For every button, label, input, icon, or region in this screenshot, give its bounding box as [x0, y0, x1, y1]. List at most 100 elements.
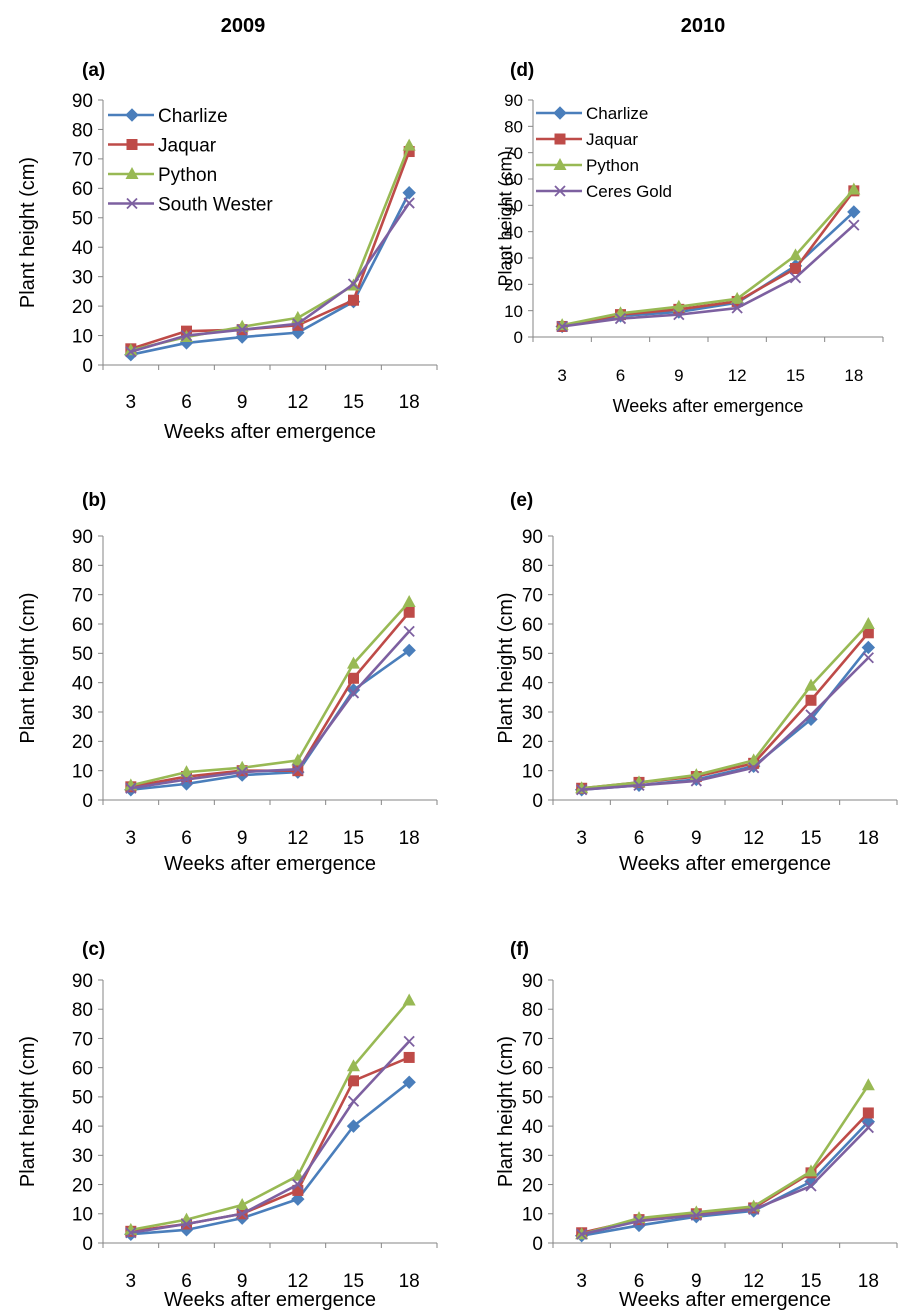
y-tick-label: 90 [72, 527, 93, 548]
y-tick-label: 60 [72, 1059, 93, 1080]
x-tick-label: 3 [576, 1271, 587, 1292]
y-tick-label: 20 [72, 1175, 93, 1196]
y-tick-label: 70 [72, 150, 93, 171]
legend-marker [126, 139, 138, 150]
data-point [403, 1051, 415, 1063]
series-line [130, 1081, 410, 1236]
x-tick-label: 15 [343, 1271, 364, 1292]
y-tick-label: 90 [522, 971, 543, 992]
legend: Charlize Jaquar Python Ceres Gold [536, 104, 672, 201]
x-tick-label: 18 [844, 366, 863, 385]
y-tick-label: 0 [82, 1234, 93, 1255]
series-ceres-gold [556, 219, 860, 333]
data-point [633, 1215, 645, 1227]
x-tick-label: 3 [126, 1271, 137, 1292]
y-tick-label: 0 [532, 1234, 543, 1255]
x-tick-label: 18 [858, 828, 879, 849]
chart-panel-a: (a) 0 10 20 30 40 50 60 70 80 90 3 6 9 12 15 18 Weeks aft… [17, 60, 438, 443]
series-line [581, 1084, 870, 1236]
legend-label: Python [586, 156, 639, 175]
data-point [292, 1178, 304, 1191]
data-point [347, 1095, 360, 1107]
series-line [130, 601, 411, 787]
x-tick-label: 12 [287, 392, 308, 413]
data-point [125, 1227, 137, 1239]
data-point [236, 766, 248, 778]
y-tick-label: 80 [72, 120, 93, 141]
x-tick-label: 6 [181, 828, 192, 849]
data-point [862, 1121, 874, 1134]
y-tick-label: 50 [504, 196, 523, 215]
x-tick-label: 3 [126, 392, 137, 413]
x-tick-label: 15 [800, 828, 821, 849]
legend-entry: Jaquar [108, 135, 217, 156]
data-point [690, 775, 702, 787]
chart-panel-d: (d) 0 10 20 30 40 50 60 70 80 90 3 6 9 12 15 18 Weeks aft… [495, 60, 884, 416]
data-point [180, 329, 193, 342]
data-point [747, 753, 761, 766]
y-tick-label: 40 [522, 674, 543, 695]
data-point [805, 709, 817, 721]
data-point [125, 782, 137, 794]
y-tick-label: 0 [82, 791, 93, 812]
x-tick-label: 9 [691, 828, 702, 849]
y-axis-title: Plant height (cm) [17, 157, 39, 308]
data-point [861, 1078, 875, 1091]
data-point [847, 205, 861, 219]
y-tick-label: 0 [82, 356, 93, 377]
y-tick-label: 50 [522, 644, 543, 665]
y-tick-label: 60 [72, 179, 93, 200]
y-tick-label: 50 [522, 1088, 543, 1109]
chart-panel-b: (b) 0 10 20 30 40 50 60 70 80 90 3 6 9 12 15 18 Weeks aft… [17, 490, 438, 875]
series-line [581, 623, 870, 790]
y-tick-label: 0 [532, 791, 543, 812]
data-point [861, 640, 876, 655]
data-point [633, 779, 645, 791]
data-point [576, 784, 588, 796]
legend-marker [554, 185, 566, 197]
chart-panel-e: (e) 0 10 20 30 40 50 60 70 80 90 3 6 9 12 15 18 Weeks aft… [495, 490, 898, 875]
x-tick-label: 9 [237, 1271, 248, 1292]
y-axis-title: Plant height (cm) [495, 592, 517, 743]
y-tick-label: 30 [522, 1146, 543, 1167]
x-tick-label: 15 [800, 1271, 821, 1292]
data-point [804, 678, 818, 691]
series-line [561, 190, 855, 328]
panel-label: (b) [82, 490, 106, 511]
data-point [236, 324, 248, 336]
y-tick-label: 40 [504, 223, 523, 242]
legend-label: Python [158, 165, 217, 186]
y-tick-label: 70 [504, 144, 523, 163]
data-point [847, 182, 861, 195]
x-tick-label: 12 [287, 1271, 308, 1292]
panel-label: (a) [82, 60, 105, 81]
series-line [581, 1126, 870, 1236]
y-tick-label: 30 [522, 703, 543, 724]
data-point [180, 765, 193, 778]
data-point [347, 1059, 360, 1072]
y-tick-label: 80 [522, 1000, 543, 1021]
y-axis-title: Plant height (cm) [495, 1036, 517, 1187]
data-point [348, 672, 359, 684]
data-point [180, 1218, 193, 1230]
column-title-2009: 2009 [221, 15, 266, 37]
y-tick-label: 30 [504, 249, 523, 268]
series-line [130, 630, 411, 790]
x-axis-title: Weeks after emergence [164, 1289, 376, 1311]
x-tick-label: 18 [399, 392, 420, 413]
y-axis-title: Plant height (cm) [17, 592, 39, 743]
series-south-wester [125, 625, 415, 794]
series-line [130, 202, 411, 353]
y-tick-label: 40 [72, 238, 93, 259]
x-tick-label: 9 [674, 366, 683, 385]
x-axis-title: Weeks after emergence [619, 853, 831, 875]
legend-marker [553, 158, 567, 170]
y-tick-label: 20 [72, 297, 93, 318]
series-line [130, 999, 411, 1232]
legend-label: Jaquar [586, 130, 638, 149]
y-tick-label: 30 [72, 268, 93, 289]
series-line [130, 1056, 410, 1233]
data-point [292, 765, 304, 777]
chart-panel-f: (f) 0 10 20 30 40 50 60 70 80 90 3 6 9 12 15 18 Weeks aft… [495, 939, 898, 1311]
y-tick-label: 90 [72, 971, 93, 992]
